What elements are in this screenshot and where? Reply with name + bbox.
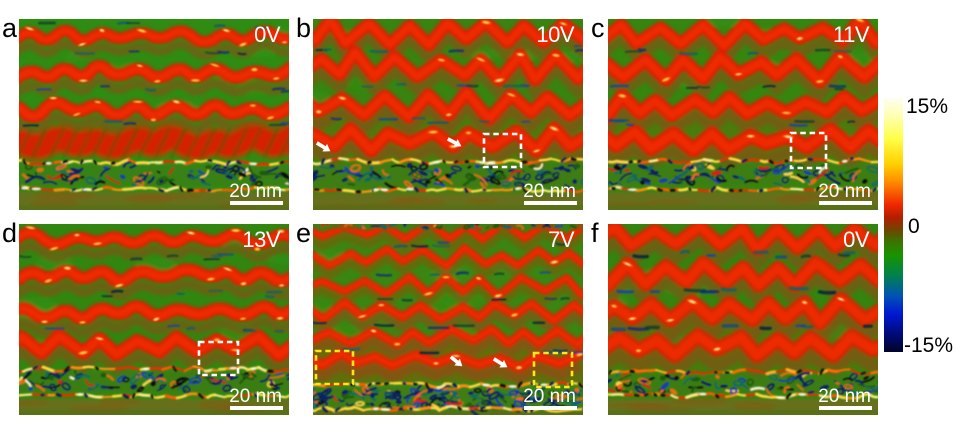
- scale-bar-d: [230, 405, 283, 410]
- scale-bar-c: [819, 200, 872, 205]
- scale-bar-label-d: 20 nm: [229, 386, 282, 407]
- panel-letter-e: e: [296, 218, 312, 248]
- annotation-arrow: [492, 357, 508, 368]
- voltage-label-f: 0V: [843, 227, 869, 252]
- panel-letter-a: a: [2, 13, 18, 43]
- strain-map-a: [19, 19, 289, 210]
- colorbar-max-label: 15%: [906, 95, 949, 118]
- roi-dashed-box: [482, 132, 523, 169]
- roi-dashed-box: [197, 340, 240, 377]
- scale-bar-label-e: 20 nm: [523, 386, 576, 407]
- scale-bar-e: [524, 405, 577, 410]
- panel-annotations-e: [314, 349, 574, 389]
- panel-annotations-d: [197, 340, 240, 377]
- scale-bar-label-c: 20 nm: [818, 181, 871, 202]
- roi-dashed-box: [532, 351, 574, 389]
- roi-dashed-box: [314, 349, 355, 386]
- scale-bar-label-f: 20 nm: [818, 386, 871, 407]
- voltage-label-a: 0V: [254, 22, 280, 47]
- strain-map-c: [608, 19, 878, 210]
- strain-map-f: [608, 224, 878, 415]
- panel-c: 11V 20 nm: [608, 19, 878, 210]
- panel-a: 0V 20 nm: [19, 19, 289, 210]
- scale-bar-b: [524, 200, 577, 205]
- strain-map-e: [313, 224, 583, 415]
- panel-e: 7V 20 nm: [313, 224, 583, 415]
- panel-b: 10V 20 nm: [313, 19, 583, 210]
- scale-bar-f: [819, 405, 872, 410]
- colorbar-mid-label: 0: [908, 215, 920, 238]
- panel-f: 0V 20 nm: [608, 224, 878, 415]
- annotation-arrow: [449, 355, 463, 367]
- panel-d: 13V 20 nm: [19, 224, 289, 415]
- annotation-arrow: [315, 141, 331, 152]
- voltage-label-e: 7V: [548, 227, 574, 252]
- panel-annotations-c: [789, 131, 828, 170]
- voltage-label-c: 11V: [832, 22, 870, 47]
- colorbar-min-label: -15%: [904, 334, 954, 357]
- scale-bar-a: [230, 200, 283, 205]
- voltage-label-b: 10V: [536, 22, 574, 47]
- annotation-arrow: [446, 137, 462, 147]
- panel-annotations-b: [315, 132, 523, 169]
- panel-letter-b: b: [296, 13, 312, 43]
- panel-letter-d: d: [2, 218, 18, 248]
- panel-letter-c: c: [591, 13, 605, 43]
- strain-map-b: [313, 19, 583, 210]
- scale-bar-label-a: 20 nm: [229, 181, 282, 202]
- roi-dashed-box: [789, 131, 828, 170]
- panel-letter-f: f: [591, 218, 599, 248]
- strain-map-d: [19, 224, 289, 415]
- voltage-label-d: 13V: [242, 227, 280, 252]
- scale-bar-label-b: 20 nm: [523, 181, 576, 202]
- colorbar: [884, 98, 903, 352]
